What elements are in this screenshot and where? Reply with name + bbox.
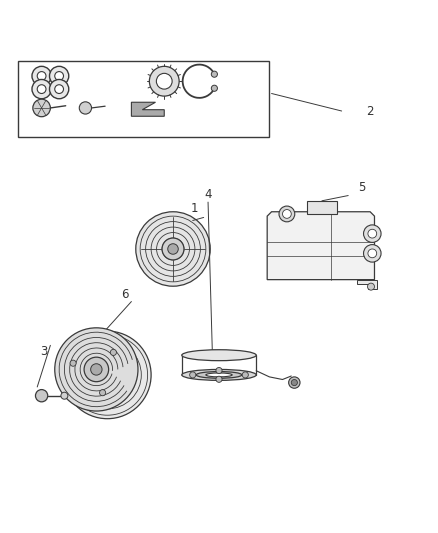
Circle shape xyxy=(190,372,196,378)
Circle shape xyxy=(216,376,222,382)
Polygon shape xyxy=(357,280,377,289)
Polygon shape xyxy=(267,212,374,280)
Circle shape xyxy=(99,390,106,396)
Circle shape xyxy=(168,244,178,254)
Circle shape xyxy=(211,71,217,77)
Bar xyxy=(307,201,337,214)
Circle shape xyxy=(84,357,109,382)
Text: 2: 2 xyxy=(366,104,374,117)
Circle shape xyxy=(136,212,210,286)
Circle shape xyxy=(33,99,50,117)
Circle shape xyxy=(162,238,184,260)
Circle shape xyxy=(149,66,179,96)
Circle shape xyxy=(364,225,381,243)
Circle shape xyxy=(55,328,138,411)
Circle shape xyxy=(367,283,374,290)
Ellipse shape xyxy=(182,369,256,381)
Circle shape xyxy=(32,79,51,99)
Text: 4: 4 xyxy=(204,188,212,201)
Circle shape xyxy=(49,79,69,99)
Ellipse shape xyxy=(182,350,256,361)
Polygon shape xyxy=(131,102,164,116)
Circle shape xyxy=(98,365,117,384)
Circle shape xyxy=(368,249,377,258)
Ellipse shape xyxy=(206,373,232,377)
Text: 3: 3 xyxy=(40,345,47,358)
Circle shape xyxy=(91,364,102,375)
Circle shape xyxy=(70,360,76,366)
Circle shape xyxy=(35,390,48,402)
Circle shape xyxy=(64,331,151,419)
Circle shape xyxy=(364,245,381,262)
Circle shape xyxy=(211,85,217,91)
Circle shape xyxy=(283,209,291,219)
Circle shape xyxy=(32,66,51,86)
Text: 1: 1 xyxy=(191,202,199,215)
Circle shape xyxy=(55,85,64,93)
Text: 5: 5 xyxy=(358,181,365,194)
Circle shape xyxy=(289,377,300,388)
Circle shape xyxy=(368,229,377,238)
Circle shape xyxy=(279,206,295,222)
Circle shape xyxy=(61,392,68,399)
Circle shape xyxy=(216,367,222,374)
Circle shape xyxy=(49,66,69,86)
Text: 6: 6 xyxy=(121,288,129,302)
Circle shape xyxy=(79,102,92,114)
Circle shape xyxy=(37,85,46,93)
Circle shape xyxy=(110,349,117,356)
Circle shape xyxy=(242,372,248,378)
Ellipse shape xyxy=(196,372,242,378)
Circle shape xyxy=(291,379,297,386)
Bar xyxy=(18,61,269,138)
Circle shape xyxy=(55,71,64,80)
Circle shape xyxy=(156,74,172,89)
Circle shape xyxy=(37,71,46,80)
